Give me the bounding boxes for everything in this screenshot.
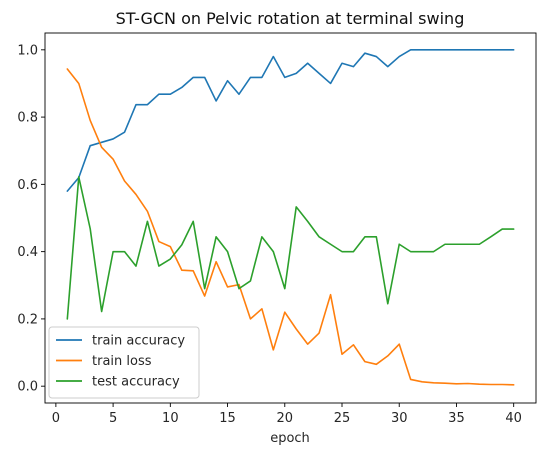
legend-label-0: train accuracy (92, 334, 185, 349)
axes-frame (44, 32, 537, 404)
y-axis: 0.0 0.2 0.4 0.6 0.8 1.0 (17, 43, 45, 395)
plot-area (66, 49, 515, 386)
x-axis-label: epoch (270, 431, 310, 446)
x-tick-label: 0 (52, 411, 60, 426)
x-tick-label: 10 (162, 411, 179, 426)
x-tick-label: 5 (109, 411, 117, 426)
x-tick-label: 15 (219, 411, 236, 426)
x-tick-label: 30 (391, 411, 408, 426)
y-tick-label: 1.0 (17, 43, 38, 58)
legend-label-2: test accuracy (92, 375, 180, 390)
x-tick-label: 35 (448, 411, 465, 426)
x-tick-label: 20 (277, 411, 294, 426)
y-tick-label: 0.6 (17, 178, 38, 193)
x-tick-label: 25 (334, 411, 351, 426)
chart-title: ST-GCN on Pelvic rotation at terminal sw… (116, 9, 465, 28)
y-tick-label: 0.4 (17, 245, 38, 260)
x-tick-label: 40 (505, 411, 522, 426)
legend-box (48, 326, 200, 399)
y-tick-label: 0.8 (17, 111, 38, 126)
legend-label-1: train loss (92, 354, 152, 369)
y-tick-label: 0.0 (17, 380, 38, 395)
y-tick-label: 0.2 (17, 312, 38, 327)
series-line-1 (66, 68, 515, 386)
series-line-0 (66, 49, 515, 192)
series-line-2 (66, 176, 515, 320)
x-axis: 0 5 10 15 20 25 30 35 40 (52, 403, 522, 426)
legend: train accuracy train loss test accuracy (48, 326, 200, 399)
